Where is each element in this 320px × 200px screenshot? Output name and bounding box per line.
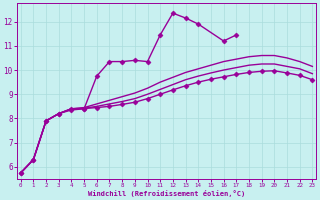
X-axis label: Windchill (Refroidissement éolien,°C): Windchill (Refroidissement éolien,°C) <box>88 190 245 197</box>
